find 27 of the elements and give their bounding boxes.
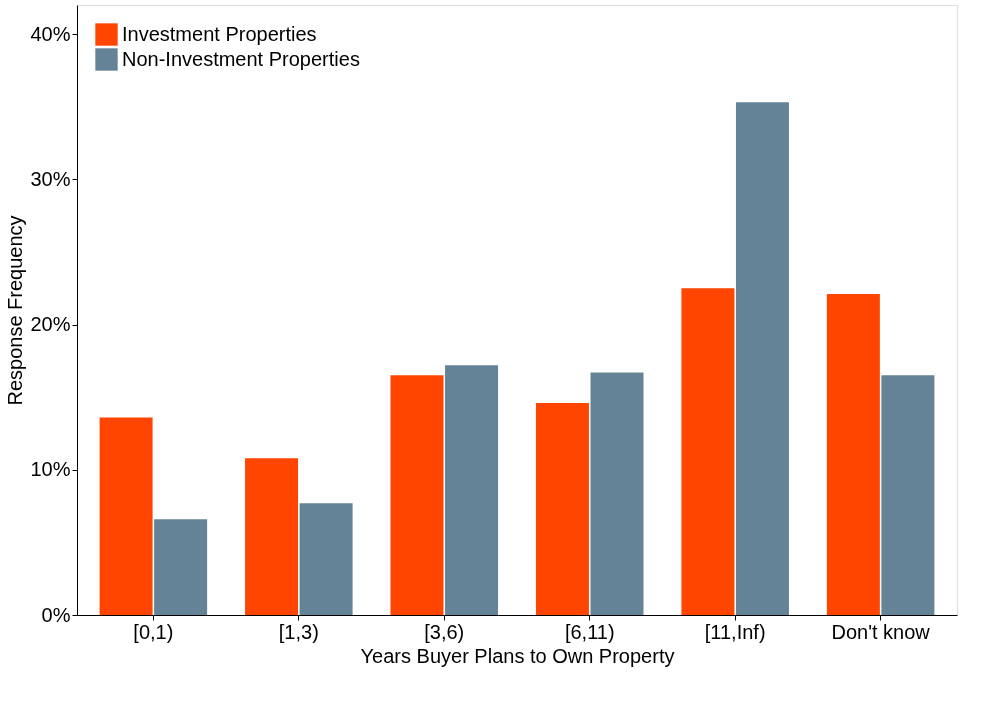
legend-label: Non-Investment Properties bbox=[122, 47, 360, 70]
x-tick-label: [6,11) bbox=[564, 620, 615, 643]
bar bbox=[681, 288, 735, 615]
x-tick-label: [3,6) bbox=[424, 620, 465, 643]
x-tick-label: Don't know bbox=[831, 620, 931, 643]
x-axis-title: Years Buyer Plans to Own Property bbox=[360, 644, 675, 667]
bar bbox=[535, 402, 589, 615]
bar bbox=[99, 417, 153, 615]
y-tick-label: 20% bbox=[30, 313, 71, 336]
bar bbox=[390, 375, 444, 615]
bar bbox=[826, 294, 880, 615]
y-tick-label: 0% bbox=[41, 603, 71, 626]
x-tick-label: [1,3) bbox=[278, 620, 319, 643]
bar bbox=[590, 372, 644, 615]
bar bbox=[445, 365, 499, 615]
bar bbox=[245, 458, 299, 615]
bar bbox=[299, 503, 353, 615]
x-tick-label: [11,Inf) bbox=[704, 620, 766, 643]
bar bbox=[735, 102, 789, 615]
y-axis-title: Response Frequency bbox=[4, 215, 27, 406]
bar bbox=[154, 519, 208, 615]
y-tick-label: 40% bbox=[30, 22, 71, 45]
y-tick-label: 30% bbox=[30, 167, 71, 190]
legend-label: Investment Properties bbox=[122, 22, 317, 45]
y-tick-label: 10% bbox=[30, 458, 71, 481]
bar bbox=[881, 375, 935, 615]
x-tick-label: [0,1) bbox=[133, 620, 174, 643]
